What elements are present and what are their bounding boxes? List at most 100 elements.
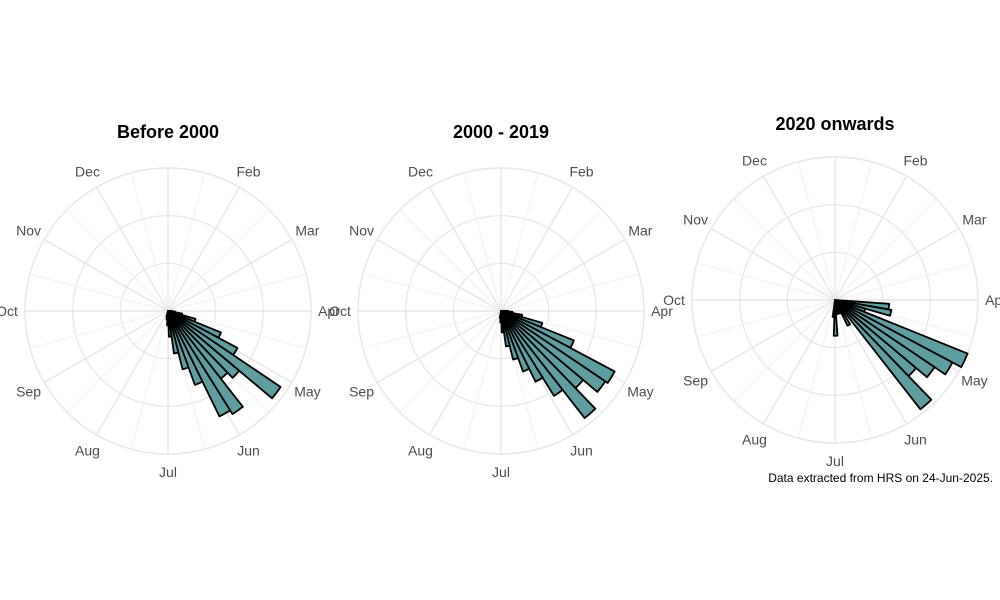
month-label-jun: Jun [570, 442, 593, 458]
grid-spoke-minor [130, 310, 169, 450]
grid-spoke-minor [797, 299, 836, 439]
grid-spoke-dec [95, 186, 169, 312]
month-label-sep: Sep [16, 384, 41, 400]
rose-bars [831, 299, 969, 411]
rose-panel-2000-2019: 2000 - 2019 Feb Mar Apr May Jun Jul Aug Sep Oct N… [329, 122, 673, 480]
grid-spoke-minor [399, 310, 502, 413]
grid-spoke-minor [130, 172, 169, 312]
grid-spoke-minor [463, 172, 502, 312]
rose-bar-13 [831, 299, 836, 319]
grid-spoke-mar [500, 238, 626, 312]
month-label-aug: Aug [742, 431, 767, 447]
grid-spoke-minor [733, 198, 836, 301]
rose-bar-9 [167, 310, 244, 415]
rose-bar-5 [500, 310, 616, 384]
rose-bar-12 [500, 310, 520, 361]
grid-spoke-minor [66, 209, 169, 312]
grid-spoke-aug [762, 299, 836, 425]
rose-bar-13 [167, 310, 180, 355]
rose-bar-7 [834, 299, 933, 411]
grid-spoke-feb [500, 186, 574, 312]
grid-spoke-minor [66, 310, 169, 413]
rose-bars [165, 309, 282, 418]
panel-title: 2000 - 2019 [453, 122, 549, 142]
month-label-sep: Sep [683, 373, 708, 389]
grid-spoke-minor [797, 161, 836, 301]
rose-panel-2020-onwards: 2020 onwards Feb Mar Apr May Jun Jul Aug Sep Oct… [663, 114, 1000, 469]
rose-bar-5 [834, 299, 936, 379]
grid-spoke-minor [500, 172, 539, 312]
month-label-feb: Feb [903, 153, 927, 169]
rose-bar-7 [167, 310, 241, 379]
month-label-jul: Jul [492, 464, 510, 480]
grid-spoke-mar [167, 238, 293, 312]
grid-spoke-aug [428, 310, 502, 436]
grid-spoke-minor [399, 209, 502, 312]
grid-spoke-nov [43, 238, 169, 312]
month-label-oct: Oct [329, 303, 351, 319]
rose-bar-6 [167, 310, 282, 400]
month-label-jun: Jun [237, 442, 260, 458]
grid-spoke-minor [463, 310, 502, 450]
grid-spoke-minor [733, 299, 836, 402]
month-label-dec: Dec [75, 164, 100, 180]
grid-spoke-minor [834, 161, 873, 301]
month-label-dec: Dec [742, 153, 767, 169]
grid-spoke-aug [95, 310, 169, 436]
rose-bar-8 [500, 310, 597, 419]
grid-spoke-minor [500, 273, 640, 312]
rose-bar-13 [500, 310, 511, 348]
grid-spoke-dec [762, 175, 836, 301]
grid-spoke-dec [428, 186, 502, 312]
month-label-mar: Mar [962, 212, 986, 228]
month-label-nov: Nov [16, 223, 41, 239]
grid-spoke-minor [696, 299, 836, 338]
rose-panel-before-2000: Before 2000 Feb Mar Apr May Jun Jul Aug Sep Oct N… [0, 122, 340, 480]
grid-spoke-minor [167, 209, 270, 312]
panel-title: Before 2000 [117, 122, 219, 142]
grid-spoke-minor [29, 310, 169, 349]
grid-spoke-minor [167, 273, 307, 312]
month-label-feb: Feb [236, 164, 260, 180]
rose-bars [498, 309, 616, 419]
rose-bar-4 [834, 299, 954, 376]
rose-bar-10 [500, 310, 544, 383]
month-label-jun: Jun [904, 431, 927, 447]
rose-bar-12 [167, 310, 190, 371]
month-label-aug: Aug [408, 442, 433, 458]
grid-spoke-feb [167, 186, 241, 312]
month-label-feb: Feb [569, 164, 593, 180]
month-label-apr: Apr [985, 292, 1000, 308]
month-label-may: May [294, 384, 320, 400]
rose-bar-6 [500, 310, 607, 393]
grid-spoke-minor [362, 273, 502, 312]
month-label-aug: Aug [75, 442, 100, 458]
month-label-sep: Sep [349, 384, 374, 400]
grid-spoke-minor [500, 209, 603, 312]
grid-spoke-minor [834, 198, 937, 301]
grid-spoke-minor [696, 262, 836, 301]
rose-bar-17 [165, 310, 169, 318]
grid-spoke-minor [362, 310, 502, 349]
month-label-jul: Jul [159, 464, 177, 480]
grid-spoke-minor [834, 299, 873, 439]
month-label-jul: Jul [826, 453, 844, 469]
rose-bar-9 [500, 310, 564, 397]
month-label-dec: Dec [408, 164, 433, 180]
grid-spoke-sep [710, 299, 836, 373]
data-source-caption: Data extracted from HRS on 24-Jun-2025. [768, 471, 993, 485]
rose-bar-10 [167, 310, 232, 418]
month-label-may: May [627, 384, 653, 400]
month-label-oct: Oct [663, 292, 685, 308]
month-label-mar: Mar [295, 223, 319, 239]
grid-spoke-minor [167, 172, 206, 312]
rose-bar-12 [832, 299, 839, 337]
grid-spoke-minor [834, 262, 974, 301]
polar-grid [24, 167, 312, 455]
rose-bar-11 [500, 310, 531, 373]
month-label-apr: Apr [318, 303, 340, 319]
grid-spoke-sep [43, 310, 169, 384]
grid-spoke-nov [710, 227, 836, 301]
month-label-may: May [961, 373, 987, 389]
